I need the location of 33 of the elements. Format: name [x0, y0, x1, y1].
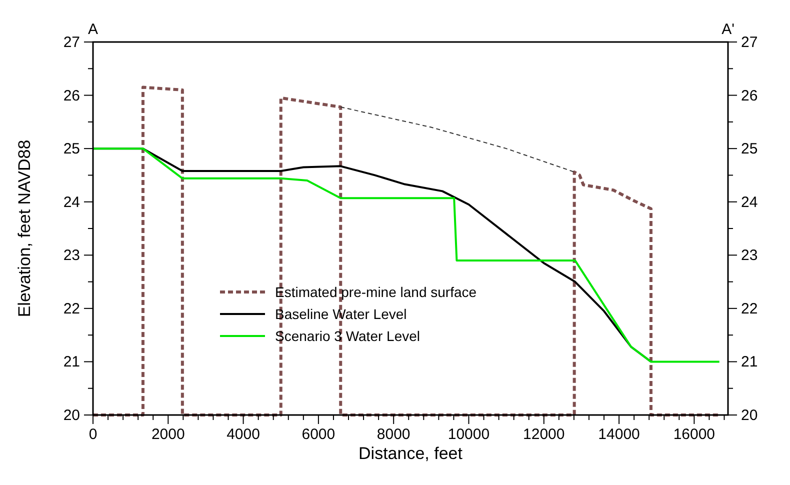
text: A' [722, 21, 735, 38]
y2-tick-label: 21 [741, 354, 758, 371]
x-tick-label: 14000 [598, 426, 640, 443]
y2-tick-label: 23 [741, 247, 758, 264]
y-tick-label: 24 [63, 194, 80, 211]
y2-tick-label: 22 [741, 300, 758, 318]
y-tick-label: 20 [63, 407, 80, 424]
y2-tick-label: 27 [741, 34, 758, 51]
x-axis-title: Distance, feet [358, 444, 463, 463]
y2-tick-label: 25 [741, 140, 758, 158]
x-tick-label: 6000 [302, 426, 336, 443]
x-tick-label: 0 [88, 426, 98, 443]
y-tick-label: 23 [63, 247, 80, 264]
legend-label: Baseline Water Level [275, 306, 407, 322]
legend-label: Estimated pre-mine land surface [275, 284, 477, 300]
y2-tick-label: 26 [741, 87, 758, 104]
x-tick-label: 10000 [448, 426, 490, 443]
y-tick-label: 25 [63, 140, 80, 158]
x-tick-label: 8000 [376, 426, 410, 443]
y-tick-label: 27 [63, 34, 80, 51]
y-tick-label: 21 [63, 354, 80, 371]
y2-tick-label: 20 [741, 407, 758, 424]
x-tick-label: 2000 [151, 426, 185, 443]
x-tick-label: 16000 [673, 426, 716, 443]
line-series [340, 106, 575, 173]
x-tick-label: 4000 [226, 426, 260, 443]
y-tick-label: 26 [63, 87, 80, 104]
legend-label: Scenario 3 Water Level [275, 328, 420, 344]
x-tick-label: 12000 [523, 426, 565, 443]
text: A [88, 21, 98, 38]
y-axis-title: Elevation, feet NAVD88 [15, 140, 34, 318]
y2-tick-label: 24 [741, 194, 758, 211]
y-tick-label: 22 [63, 300, 80, 318]
